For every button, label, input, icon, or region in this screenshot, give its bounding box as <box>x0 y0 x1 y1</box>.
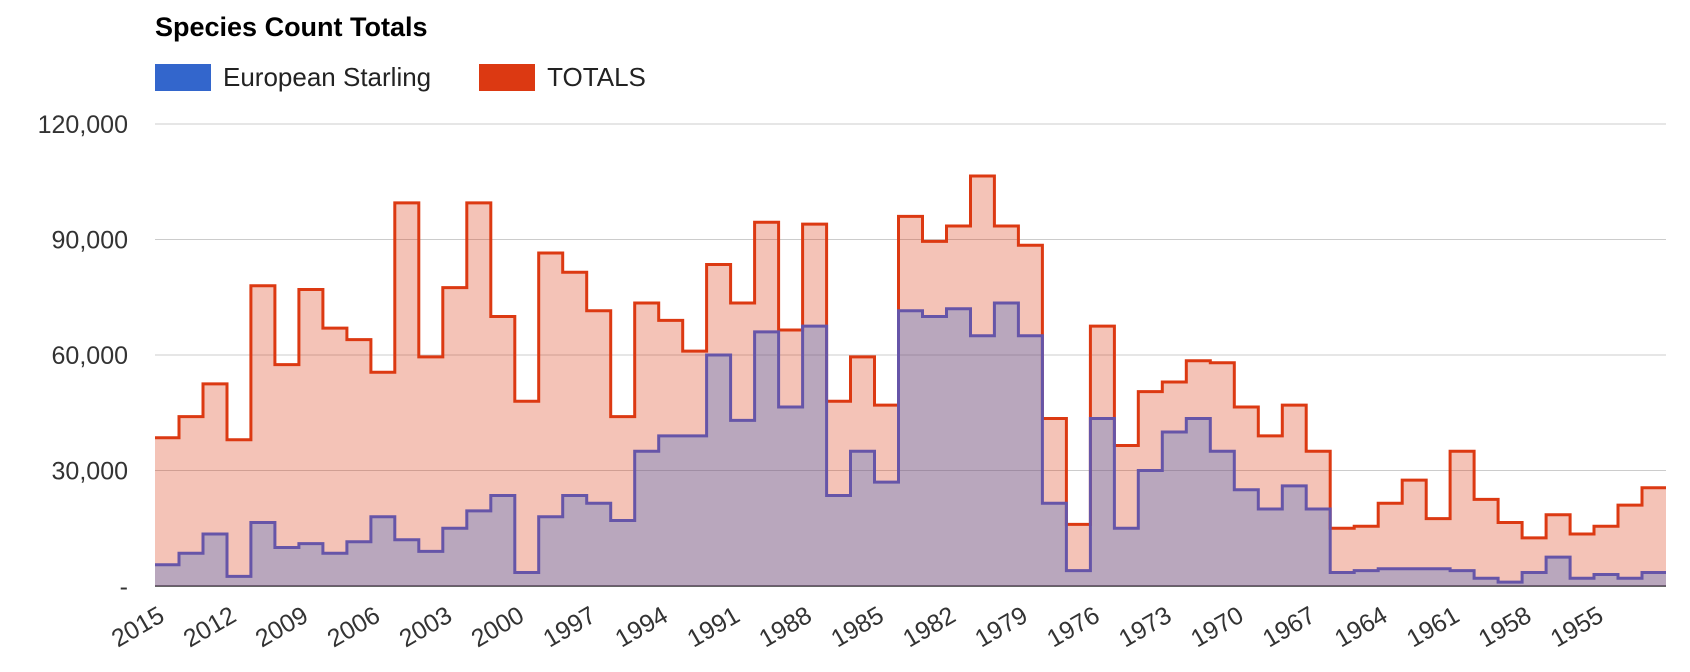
chart-title: Species Count Totals <box>155 12 428 42</box>
x-tick-label-1973: 1973 <box>1114 601 1176 653</box>
x-tick-label-1979: 1979 <box>970 601 1032 653</box>
y-tick-label-2: 60,000 <box>52 342 128 370</box>
legend-item-totals[interactable]: TOTALS <box>479 62 646 93</box>
x-tick-label-1976: 1976 <box>1042 601 1104 653</box>
x-tick-label-2009: 2009 <box>251 601 313 653</box>
x-tick-label-1955: 1955 <box>1546 601 1608 653</box>
legend-label-starling: European Starling <box>223 62 432 92</box>
x-tick-label-1997: 1997 <box>539 601 601 653</box>
x-tick-label-1961: 1961 <box>1402 601 1464 653</box>
legend: European Starling TOTALS <box>155 62 694 93</box>
x-tick-label-1985: 1985 <box>826 601 888 653</box>
x-tick-label-2015: 2015 <box>107 601 169 653</box>
legend-swatch-totals <box>479 64 536 91</box>
y-tick-label-4: 120,000 <box>38 111 128 139</box>
series-area-1 <box>155 176 1666 586</box>
y-tick-label-0: - <box>120 573 128 601</box>
x-tick-label-1970: 1970 <box>1186 601 1248 653</box>
y-tick-label-1: 30,000 <box>52 458 128 486</box>
y-tick-label-3: 90,000 <box>52 227 128 255</box>
legend-label-totals: TOTALS <box>547 62 646 92</box>
x-tick-label-1988: 1988 <box>754 601 816 653</box>
x-tick-label-2012: 2012 <box>179 601 241 653</box>
x-tick-label-1982: 1982 <box>898 601 960 653</box>
x-tick-label-2006: 2006 <box>323 601 385 653</box>
x-tick-label-1958: 1958 <box>1474 601 1536 653</box>
legend-item-starling[interactable]: European Starling <box>155 62 431 93</box>
x-tick-label-1967: 1967 <box>1258 601 1320 653</box>
x-tick-label-1964: 1964 <box>1330 601 1392 653</box>
x-tick-label-2000: 2000 <box>467 601 529 653</box>
legend-swatch-starling <box>155 64 211 91</box>
series-line-0 <box>155 301 1666 584</box>
x-tick-label-2003: 2003 <box>395 601 457 653</box>
series-line-1 <box>155 174 1666 540</box>
x-tick-label-1994: 1994 <box>610 601 672 653</box>
series-area-0 <box>155 303 1666 586</box>
x-tick-label-1991: 1991 <box>682 601 744 653</box>
